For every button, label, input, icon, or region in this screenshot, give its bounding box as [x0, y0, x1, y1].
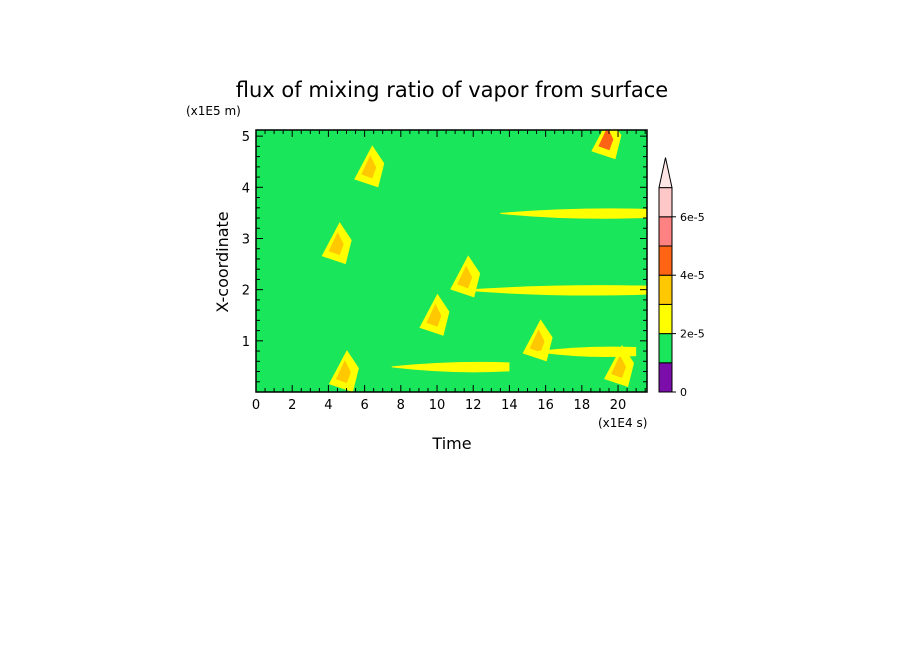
heatmap-band-8	[500, 208, 647, 219]
x-tick-label: 20	[610, 398, 627, 413]
colorbar-segment	[658, 333, 673, 364]
colorbar: 0 2e-5 4e-5 6e-5	[658, 157, 705, 399]
heatmap-hotspot-7	[611, 354, 627, 378]
heatmap-features	[321, 130, 647, 392]
heatmap-hotspot-6	[598, 130, 614, 151]
y-tick-label: 5	[242, 130, 250, 145]
y-unit-label: (x1E5 m)	[186, 104, 241, 118]
x-tick-label: 16	[537, 398, 554, 413]
colorbar-tick-label: 0	[680, 386, 687, 399]
y-tick-label: 3	[242, 232, 250, 247]
heatmap-hotspot-0	[328, 232, 344, 256]
colorbar-tick-label: 2e-5	[680, 328, 705, 341]
plot-frame	[255, 129, 648, 393]
plot-area	[255, 129, 648, 393]
x-tick-label: 18	[574, 398, 591, 413]
x-axis-ticks: 0 2 4 6 8 10 12 14 16 18 20	[252, 130, 646, 413]
x-tick-label: 10	[429, 398, 446, 413]
colorbar-extend-arrow	[658, 157, 673, 189]
y-axis-ticks: 1 2 3 4 5	[242, 130, 647, 383]
y-tick-label: 1	[242, 335, 250, 350]
heatmap-hotspot-1	[335, 360, 351, 384]
colorbar-segment	[658, 245, 673, 276]
heatmap-band-11	[536, 346, 637, 357]
x-unit-label: (x1E4 s)	[598, 416, 647, 430]
heatmap-band-9	[464, 285, 647, 296]
y-axis-label: X-coordinate	[213, 211, 232, 312]
x-tick-label: 6	[360, 398, 368, 413]
colorbar-segment	[658, 362, 673, 393]
x-tick-label: 0	[252, 398, 260, 413]
x-tick-label: 12	[465, 398, 482, 413]
y-tick-label: 2	[242, 284, 250, 299]
chart-title: flux of mixing ratio of vapor from surfa…	[236, 78, 668, 102]
colorbar-segment	[658, 274, 673, 305]
x-axis-label: Time	[431, 434, 471, 453]
heatmap-band-10	[391, 361, 510, 373]
colorbar-tick-label: 4e-5	[680, 269, 705, 282]
heatmap-hotspot-5	[529, 329, 545, 353]
heatmap-hotspot-3	[426, 303, 442, 327]
x-tick-label: 8	[397, 398, 405, 413]
x-tick-label: 2	[288, 398, 296, 413]
heatmap-hotspot-2	[361, 155, 377, 179]
x-tick-label: 14	[501, 398, 518, 413]
y-tick-label: 4	[242, 181, 250, 196]
heatmap-hotspot-4	[457, 265, 473, 289]
x-tick-label: 4	[324, 398, 332, 413]
colorbar-segment	[658, 303, 673, 335]
colorbar-tick-label: 6e-5	[680, 211, 705, 224]
colorbar-segment	[658, 216, 673, 247]
colorbar-segment	[658, 187, 673, 218]
